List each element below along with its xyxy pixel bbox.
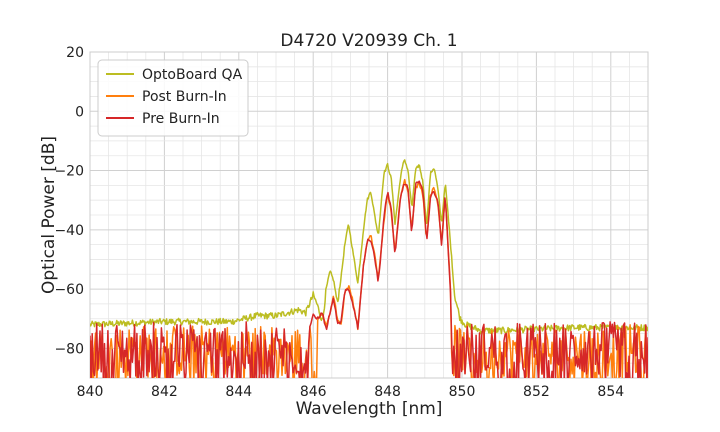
x-tick-label: 840: [77, 384, 104, 400]
legend-box: [97, 59, 249, 137]
y-tick-label: 20: [66, 45, 84, 61]
series-line-pre-burn-in: [90, 180, 648, 378]
legend-label: OptoBoard QA: [142, 67, 243, 83]
chart-title: D4720 V20939 Ch. 1: [280, 31, 457, 51]
x-tick-label: 844: [225, 384, 252, 400]
legend-label: Post Burn-In: [142, 89, 227, 105]
y-tick-label: −40: [54, 223, 84, 239]
x-tick-label: 852: [523, 384, 550, 400]
x-tick-label: 848: [374, 384, 401, 400]
plot-frame: [89, 51, 649, 379]
x-tick-label: 854: [597, 384, 624, 400]
y-tick-label: −80: [54, 341, 84, 357]
y-tick-label: −60: [54, 282, 84, 298]
x-tick-label: 842: [151, 384, 178, 400]
x-tick-label: 850: [449, 384, 476, 400]
y-tick-label: 0: [75, 104, 84, 120]
x-tick-label: 846: [300, 384, 327, 400]
legend: OptoBoard QA Post Burn-In Pre Burn-In: [97, 59, 249, 137]
axis-ticks: 840 842 844 846 848 850 852 854 20 0 −20 −40 −60 −80: [54, 45, 624, 400]
legend-label: Pre Burn-In: [142, 111, 220, 127]
y-axis-title: Optical Power [dB]: [39, 136, 59, 294]
x-axis-title: Wavelength [nm]: [296, 399, 443, 419]
y-tick-label: −20: [54, 164, 84, 180]
plot-area: [90, 159, 648, 378]
